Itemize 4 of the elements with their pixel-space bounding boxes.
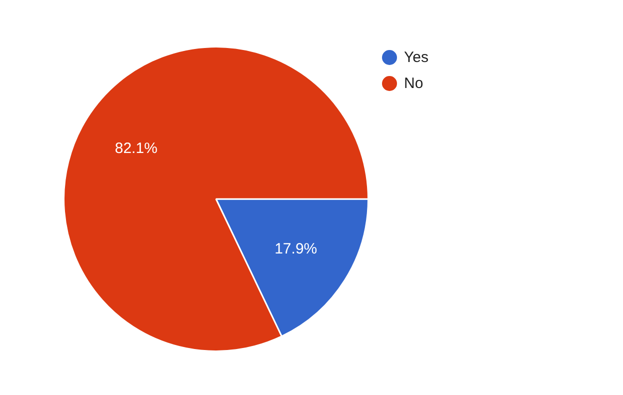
- legend-label: Yes: [404, 48, 428, 66]
- data-label: 17.9%: [274, 240, 318, 258]
- legend-label: No: [404, 74, 424, 92]
- data-label: 82.1%: [114, 140, 158, 157]
